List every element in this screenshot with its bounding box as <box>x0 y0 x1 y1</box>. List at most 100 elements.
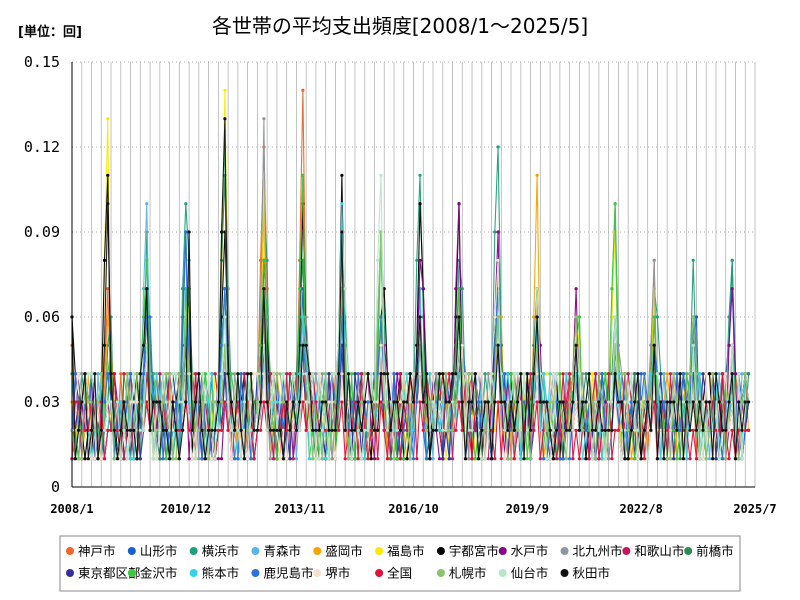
data-point <box>496 230 500 234</box>
data-point <box>447 457 451 461</box>
data-point <box>506 372 510 376</box>
data-point <box>486 372 490 376</box>
data-point <box>480 372 484 376</box>
data-point <box>125 457 129 461</box>
data-point <box>106 372 110 376</box>
data-point <box>392 457 396 461</box>
data-point <box>529 428 533 432</box>
data-point <box>584 400 588 404</box>
data-point <box>441 372 445 376</box>
data-point <box>571 372 575 376</box>
data-point <box>181 400 185 404</box>
data-point <box>581 457 585 461</box>
data-point <box>275 428 279 432</box>
data-point <box>421 287 425 291</box>
data-point <box>529 372 533 376</box>
chart-title: 各世帯の平均支出頻度[2008/1～2025/5] <box>212 14 588 38</box>
data-point <box>424 457 429 461</box>
data-point <box>164 400 168 404</box>
data-point <box>467 372 471 376</box>
data-point <box>294 457 298 461</box>
legend-marker <box>251 569 260 577</box>
data-point <box>142 315 146 319</box>
data-point <box>379 400 383 404</box>
data-point <box>398 372 403 376</box>
data-point <box>730 258 734 262</box>
data-point <box>187 400 191 404</box>
data-point <box>259 343 263 347</box>
y-tick-label: 0.15 <box>24 53 60 71</box>
data-point <box>356 372 360 376</box>
data-point <box>184 400 188 404</box>
data-point <box>623 372 627 376</box>
data-point <box>158 372 162 376</box>
data-point <box>298 287 302 291</box>
data-point <box>161 457 165 461</box>
data-point <box>457 400 461 404</box>
data-point <box>587 457 591 461</box>
legend-marker <box>684 547 693 555</box>
data-point <box>314 428 318 432</box>
data-point <box>685 428 689 432</box>
data-point <box>642 372 647 376</box>
data-point <box>691 400 695 404</box>
data-point <box>691 258 695 262</box>
legend-marker <box>127 547 136 555</box>
data-point <box>311 428 315 432</box>
data-point <box>743 372 747 376</box>
data-point <box>307 372 311 376</box>
data-point <box>265 258 269 262</box>
data-point <box>441 400 445 404</box>
data-point <box>675 372 679 376</box>
data-point <box>603 400 608 404</box>
data-point <box>636 372 640 376</box>
data-point <box>659 457 663 461</box>
legend-marker <box>313 569 322 577</box>
legend-marker <box>622 547 631 555</box>
data-point <box>207 372 211 376</box>
data-point <box>519 457 523 461</box>
data-point <box>327 428 331 432</box>
data-point <box>184 315 188 319</box>
data-point <box>649 428 653 432</box>
data-point <box>402 457 406 461</box>
legend-marker <box>560 547 569 555</box>
data-point <box>109 400 113 404</box>
data-point <box>496 315 500 319</box>
data-point <box>665 372 669 376</box>
data-point <box>155 400 159 404</box>
data-point <box>155 428 159 432</box>
data-point <box>548 400 552 404</box>
data-point <box>623 400 627 404</box>
data-point <box>603 428 608 432</box>
data-point <box>194 457 198 461</box>
data-point <box>161 428 165 432</box>
data-point <box>304 343 308 347</box>
data-point <box>418 202 422 206</box>
data-point <box>385 400 390 404</box>
data-point <box>268 372 272 376</box>
data-point <box>346 372 351 376</box>
data-point <box>698 372 702 376</box>
data-point <box>294 400 298 404</box>
data-point <box>737 457 741 461</box>
data-point <box>418 400 422 404</box>
data-point <box>737 400 741 404</box>
data-point <box>581 428 585 432</box>
data-point <box>278 400 282 404</box>
data-point <box>142 343 146 347</box>
data-point <box>102 428 107 432</box>
data-point <box>320 428 324 432</box>
data-point <box>389 372 393 376</box>
data-point <box>454 428 458 432</box>
data-point <box>668 372 673 376</box>
data-point <box>278 372 282 376</box>
data-point <box>307 428 311 432</box>
data-point <box>213 400 217 404</box>
data-point <box>314 372 318 376</box>
data-point <box>460 343 464 347</box>
data-point <box>177 372 181 376</box>
data-point <box>522 457 526 461</box>
legend-marker <box>498 569 507 577</box>
data-point <box>717 400 721 404</box>
